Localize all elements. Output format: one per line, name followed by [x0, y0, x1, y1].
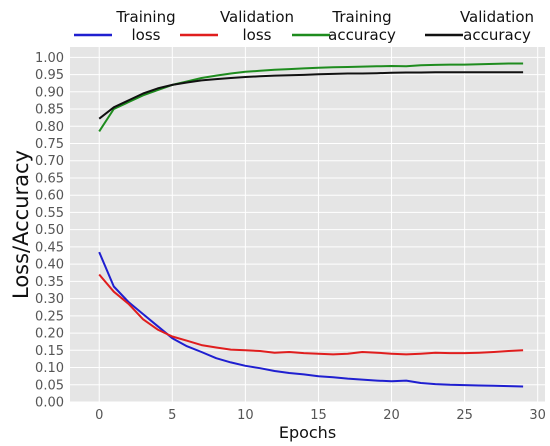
y-axis-title: Loss/Accuracy — [9, 150, 33, 299]
x-tick-label: 10 — [237, 408, 254, 423]
y-tick-label: 0.05 — [35, 378, 64, 393]
legend-label: accuracy — [328, 26, 396, 44]
series-line — [98, 273, 524, 356]
y-tick-label: 0.65 — [35, 171, 64, 186]
y-tick-label: 0.15 — [35, 344, 64, 359]
y-axis-ticks: 0.00 0.05 0.10 0.15 0.20 0.25 0.30 0.35 0.40 0.45… — [35, 51, 64, 411]
y-tick-label: 0.10 — [35, 361, 64, 376]
y-tick-label: 0.35 — [35, 275, 64, 290]
legend-label: Training — [115, 8, 175, 26]
legend-label: loss — [132, 26, 161, 44]
y-tick-label: 0.85 — [35, 103, 64, 118]
y-tick-label: 0.00 — [35, 396, 64, 411]
y-tick-label: 0.75 — [35, 137, 64, 152]
y-tick-label: 0.55 — [35, 206, 64, 221]
y-tick-label: 0.80 — [35, 120, 64, 135]
x-tick-label: 15 — [310, 408, 327, 423]
x-tick-label: 5 — [168, 408, 176, 423]
plot-area — [70, 47, 545, 402]
y-tick-label: 0.40 — [35, 258, 64, 273]
legend-label: accuracy — [463, 26, 531, 44]
y-tick-label: 0.95 — [35, 68, 64, 83]
legend-label: Validation — [460, 8, 534, 26]
x-axis-ticks: 0 5 10 15 20 25 30 — [95, 408, 546, 423]
series-lines — [98, 62, 524, 388]
x-tick-label: 30 — [529, 408, 546, 423]
x-axis-title: Epochs — [279, 423, 336, 442]
y-tick-label: 0.20 — [35, 327, 64, 342]
x-tick-label: 20 — [383, 408, 400, 423]
grid — [70, 47, 545, 403]
y-tick-label: 0.30 — [35, 292, 64, 307]
legend: TraininglossValidationlossTrainingaccura… — [74, 8, 534, 44]
legend-label: loss — [243, 26, 272, 44]
legend-label: Validation — [220, 8, 294, 26]
y-tick-label: 1.00 — [35, 51, 64, 66]
y-tick-label: 0.50 — [35, 223, 64, 238]
y-tick-label: 0.70 — [35, 154, 64, 169]
x-tick-label: 25 — [456, 408, 473, 423]
x-tick-label: 0 — [95, 408, 103, 423]
y-tick-label: 0.25 — [35, 309, 64, 324]
y-tick-label: 0.45 — [35, 240, 64, 255]
series-line — [98, 71, 524, 120]
y-tick-label: 0.60 — [35, 189, 64, 204]
y-tick-label: 0.90 — [35, 85, 64, 100]
legend-label: Training — [331, 8, 391, 26]
